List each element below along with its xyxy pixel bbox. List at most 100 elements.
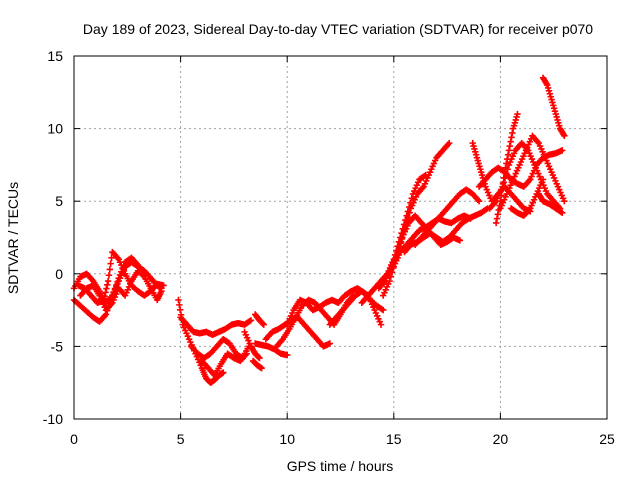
y-axis-label: SDTVAR / TECUs bbox=[5, 182, 21, 294]
data-point bbox=[102, 289, 109, 296]
series-12 bbox=[262, 314, 334, 350]
data-point bbox=[483, 206, 490, 213]
y-tick-label: 0 bbox=[55, 266, 63, 282]
data-point bbox=[175, 296, 182, 304]
series-28 bbox=[539, 74, 568, 140]
data-point bbox=[493, 215, 501, 222]
data-point bbox=[406, 209, 413, 217]
series-29 bbox=[535, 190, 566, 217]
data-point bbox=[498, 192, 505, 199]
y-tick-label: 5 bbox=[55, 193, 63, 209]
axes: 0 5 10 15 20 25 -10 -5 0 5 10 15 bbox=[43, 48, 615, 447]
series-18 bbox=[379, 186, 483, 299]
data-point bbox=[494, 211, 502, 218]
series-26 bbox=[497, 132, 568, 212]
data-point bbox=[505, 147, 513, 154]
data-point bbox=[506, 142, 513, 150]
data-point bbox=[500, 174, 508, 182]
data-point bbox=[502, 164, 509, 172]
data-point bbox=[508, 134, 515, 141]
data-point bbox=[104, 277, 112, 285]
series-8 bbox=[241, 328, 263, 362]
data-point bbox=[107, 260, 114, 267]
series-3 bbox=[77, 267, 165, 314]
data-points bbox=[70, 74, 568, 386]
data-point bbox=[499, 180, 507, 187]
data-point bbox=[561, 198, 568, 205]
data-point bbox=[387, 273, 395, 280]
x-tick-label: 0 bbox=[70, 431, 78, 447]
x-tick-label: 10 bbox=[279, 431, 295, 447]
data-point bbox=[247, 317, 255, 324]
data-point bbox=[176, 301, 183, 309]
data-point bbox=[326, 340, 334, 347]
data-point bbox=[284, 351, 291, 359]
data-point bbox=[104, 281, 111, 289]
data-point bbox=[504, 151, 512, 158]
data-point bbox=[258, 364, 265, 372]
data-point bbox=[378, 306, 386, 313]
x-tick-label: 15 bbox=[386, 431, 402, 447]
data-point bbox=[388, 269, 396, 276]
series-24 bbox=[486, 139, 564, 212]
data-point bbox=[220, 369, 227, 376]
data-point bbox=[114, 278, 121, 285]
data-point bbox=[158, 288, 165, 295]
plot-frame bbox=[73, 55, 608, 420]
x-tick-label: 20 bbox=[493, 431, 509, 447]
data-point bbox=[256, 354, 263, 362]
data-point bbox=[139, 272, 147, 279]
data-point bbox=[108, 254, 115, 262]
data-point bbox=[246, 317, 253, 325]
y-tick-label: 10 bbox=[47, 121, 63, 137]
data-point bbox=[446, 139, 453, 147]
data-point bbox=[514, 110, 521, 118]
data-point bbox=[176, 306, 184, 314]
series-11 bbox=[252, 340, 291, 359]
data-point bbox=[106, 266, 114, 273]
data-point bbox=[259, 320, 267, 327]
data-point bbox=[557, 208, 565, 216]
y-tick-label: -10 bbox=[43, 411, 63, 427]
data-point bbox=[134, 261, 142, 269]
data-point bbox=[492, 219, 500, 227]
series-5 bbox=[177, 314, 255, 338]
data-point bbox=[115, 274, 122, 282]
data-point bbox=[377, 321, 385, 328]
data-point bbox=[507, 138, 514, 145]
series-21 bbox=[411, 227, 464, 248]
data-point bbox=[503, 160, 510, 167]
data-point bbox=[103, 285, 110, 292]
x-axis-label: GPS time / hours bbox=[287, 458, 394, 474]
series-10 bbox=[252, 311, 267, 328]
data-point bbox=[243, 350, 250, 357]
data-point bbox=[105, 272, 113, 279]
data-point bbox=[456, 237, 464, 244]
data-point bbox=[386, 277, 393, 285]
data-point bbox=[498, 186, 506, 193]
data-point bbox=[260, 321, 267, 328]
data-point bbox=[397, 238, 405, 246]
data-point bbox=[475, 198, 483, 205]
data-point bbox=[539, 176, 547, 183]
y-tick-label: 15 bbox=[47, 48, 63, 64]
grid bbox=[74, 56, 607, 419]
data-point bbox=[160, 282, 167, 289]
data-point bbox=[379, 306, 387, 314]
data-point bbox=[509, 129, 516, 137]
y-tick-label: -5 bbox=[51, 338, 64, 354]
data-point bbox=[559, 147, 566, 154]
data-point bbox=[504, 155, 511, 163]
series-9 bbox=[249, 357, 265, 372]
data-point bbox=[255, 353, 262, 361]
chart-title: Day 189 of 2023, Sidereal Day-to-day VTE… bbox=[83, 21, 593, 37]
series-7 bbox=[198, 350, 250, 379]
series-27 bbox=[507, 176, 547, 219]
series-2 bbox=[75, 248, 167, 307]
x-tick-label: 5 bbox=[177, 431, 185, 447]
data-point bbox=[501, 168, 508, 176]
data-point bbox=[116, 271, 124, 279]
data-point bbox=[559, 209, 566, 217]
x-tick-label: 25 bbox=[599, 431, 615, 447]
